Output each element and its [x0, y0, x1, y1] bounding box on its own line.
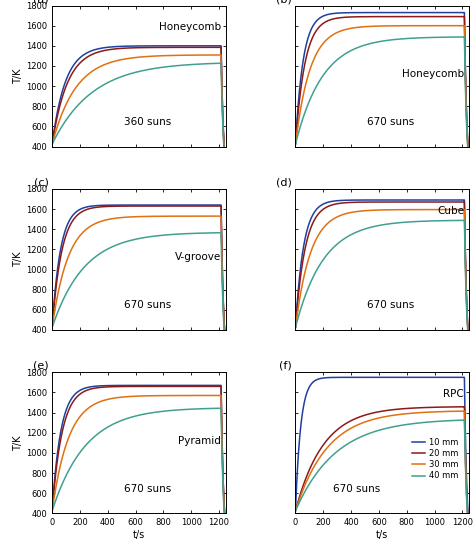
Text: 360 suns: 360 suns	[124, 117, 172, 127]
X-axis label: t/s: t/s	[133, 530, 145, 540]
Text: Honeycomb: Honeycomb	[402, 69, 464, 79]
Text: (b): (b)	[276, 0, 292, 4]
Text: 670 suns: 670 suns	[367, 117, 415, 127]
Y-axis label: T/K: T/K	[13, 252, 23, 267]
Text: (d): (d)	[276, 178, 292, 188]
Legend: 10 mm, 20 mm, 30 mm, 40 mm: 10 mm, 20 mm, 30 mm, 40 mm	[409, 435, 462, 484]
Text: 670 suns: 670 suns	[333, 484, 380, 493]
Text: (a): (a)	[33, 0, 49, 4]
Text: Cube: Cube	[437, 206, 464, 216]
Text: Honeycomb: Honeycomb	[159, 23, 221, 33]
Text: V-groove: V-groove	[174, 252, 221, 262]
Text: (e): (e)	[33, 361, 49, 371]
Text: Pyramid: Pyramid	[178, 436, 221, 446]
Text: (f): (f)	[279, 361, 292, 371]
Y-axis label: T/K: T/K	[13, 68, 23, 84]
X-axis label: t/s: t/s	[376, 530, 389, 540]
Y-axis label: T/K: T/K	[13, 435, 23, 450]
Text: 670 suns: 670 suns	[124, 300, 172, 310]
Text: 670 suns: 670 suns	[367, 300, 415, 310]
Text: (c): (c)	[34, 178, 49, 188]
Text: 670 suns: 670 suns	[124, 484, 172, 493]
Text: RPC: RPC	[443, 389, 464, 399]
